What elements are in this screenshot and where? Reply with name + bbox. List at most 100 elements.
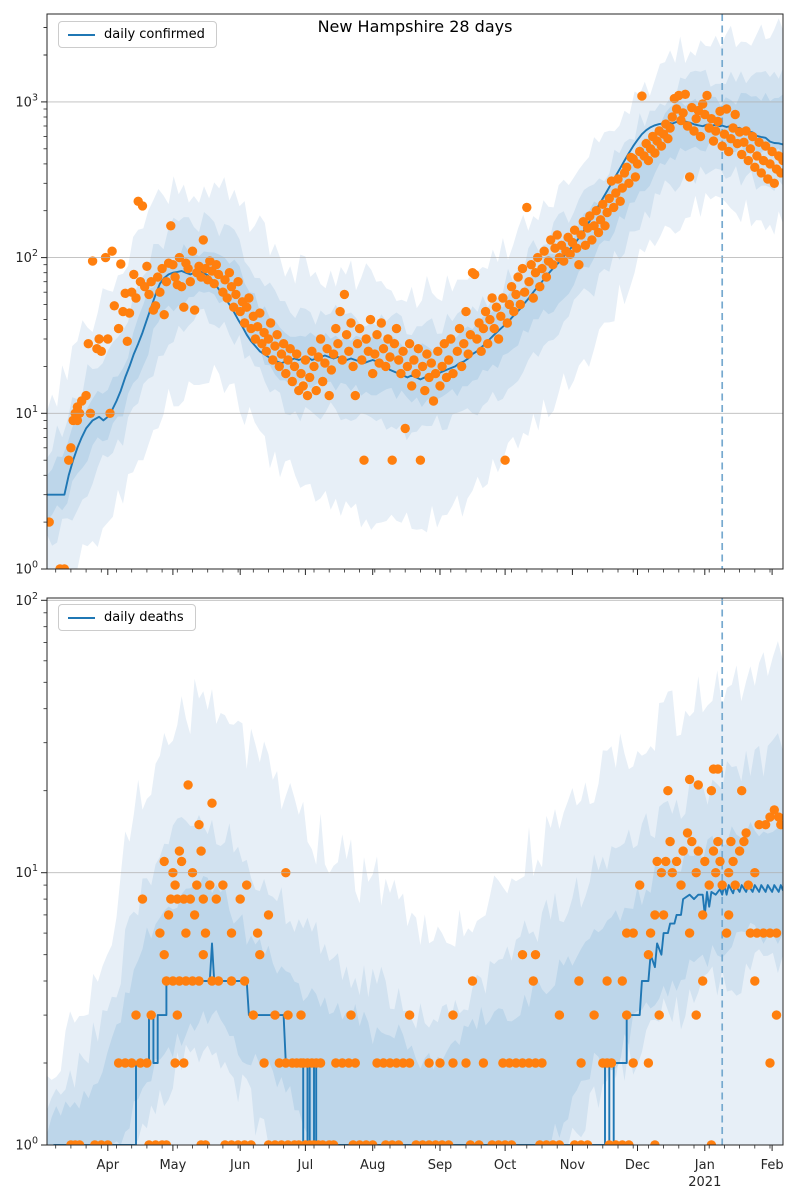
data-point bbox=[170, 272, 180, 282]
data-point bbox=[83, 339, 94, 349]
data-point bbox=[144, 289, 154, 300]
legend-line-icon bbox=[68, 33, 95, 36]
data-point bbox=[365, 314, 376, 325]
data-point bbox=[328, 1140, 339, 1145]
data-point bbox=[591, 206, 601, 216]
data-point bbox=[691, 114, 701, 124]
data-point bbox=[183, 780, 193, 790]
data-point bbox=[730, 880, 740, 890]
data-point bbox=[87, 256, 98, 266]
confirmed-plot-area bbox=[47, 14, 783, 569]
data-point bbox=[341, 330, 352, 340]
data-point bbox=[170, 1058, 180, 1068]
data-point bbox=[407, 381, 417, 391]
deaths-y-ticks: 100 101 102 bbox=[15, 591, 47, 1154]
data-point bbox=[159, 856, 169, 867]
data-point bbox=[213, 976, 224, 986]
data-point bbox=[224, 268, 235, 278]
data-point bbox=[444, 355, 454, 365]
data-point bbox=[200, 928, 211, 938]
data-point bbox=[489, 323, 499, 334]
data-point bbox=[281, 368, 291, 379]
data-point bbox=[305, 372, 315, 383]
data-point bbox=[665, 123, 675, 133]
data-point bbox=[632, 159, 643, 169]
y-tick-label: 101 bbox=[15, 404, 38, 422]
data-point bbox=[113, 323, 124, 334]
y-tick-label: 100 bbox=[15, 1136, 38, 1154]
data-point bbox=[580, 240, 591, 250]
data-point bbox=[574, 260, 584, 270]
data-point bbox=[322, 344, 332, 354]
data-point bbox=[765, 928, 775, 938]
data-point bbox=[194, 820, 204, 830]
data-point bbox=[150, 301, 161, 311]
data-point bbox=[457, 361, 467, 372]
data-point bbox=[239, 976, 250, 986]
data-point bbox=[274, 1058, 284, 1068]
data-point bbox=[409, 355, 419, 365]
data-point bbox=[446, 334, 456, 344]
data-point bbox=[296, 1010, 306, 1020]
data-point bbox=[624, 178, 634, 188]
data-point bbox=[113, 1058, 124, 1068]
data-point bbox=[283, 355, 293, 365]
data-point bbox=[576, 1058, 586, 1068]
data-point bbox=[252, 928, 263, 938]
data-point bbox=[745, 144, 756, 154]
data-point bbox=[222, 293, 232, 303]
data-point bbox=[187, 976, 198, 986]
data-point bbox=[172, 1010, 182, 1020]
data-point bbox=[348, 361, 358, 372]
data-point bbox=[257, 339, 267, 349]
data-point bbox=[622, 928, 632, 938]
data-point bbox=[754, 820, 764, 830]
deaths-median-line bbox=[53, 884, 783, 1145]
y-tick-label: 100 bbox=[15, 560, 38, 578]
x-tick-label: Jun bbox=[229, 1158, 250, 1173]
data-point bbox=[176, 282, 187, 292]
data-point bbox=[435, 1058, 445, 1068]
data-point bbox=[774, 812, 783, 822]
data-point bbox=[546, 235, 556, 245]
data-point bbox=[643, 950, 654, 960]
data-point bbox=[326, 365, 337, 375]
data-point bbox=[320, 358, 330, 368]
data-point bbox=[315, 1058, 326, 1068]
data-point bbox=[643, 1058, 654, 1068]
confirmed-band-middle bbox=[47, 68, 783, 546]
data-point bbox=[739, 836, 749, 847]
data-point bbox=[211, 894, 221, 904]
data-point bbox=[776, 820, 783, 830]
data-point bbox=[176, 856, 187, 867]
data-point bbox=[181, 976, 191, 986]
data-point bbox=[302, 390, 313, 401]
deaths-scatter bbox=[66, 764, 783, 1145]
data-point bbox=[606, 1058, 617, 1068]
data-point bbox=[734, 846, 745, 856]
data-point bbox=[346, 318, 356, 328]
data-point bbox=[263, 910, 274, 920]
y-tick-label: 102 bbox=[15, 591, 38, 609]
data-point bbox=[711, 126, 721, 136]
data-point bbox=[398, 346, 408, 356]
data-point bbox=[741, 828, 751, 838]
data-point bbox=[684, 172, 695, 182]
data-point bbox=[261, 346, 271, 356]
y-tick-label: 101 bbox=[15, 863, 38, 881]
data-point bbox=[174, 846, 185, 856]
data-point bbox=[663, 786, 673, 796]
data-point bbox=[552, 230, 562, 240]
data-point bbox=[213, 269, 224, 280]
data-point bbox=[665, 836, 675, 847]
data-point bbox=[771, 928, 782, 938]
data-point bbox=[96, 346, 107, 356]
data-point bbox=[554, 1010, 565, 1020]
deaths-confidence-bands bbox=[47, 641, 783, 1145]
data-point bbox=[205, 880, 215, 890]
data-point bbox=[313, 352, 324, 362]
data-point bbox=[737, 149, 747, 160]
data-point bbox=[439, 339, 449, 349]
data-point bbox=[285, 344, 295, 354]
